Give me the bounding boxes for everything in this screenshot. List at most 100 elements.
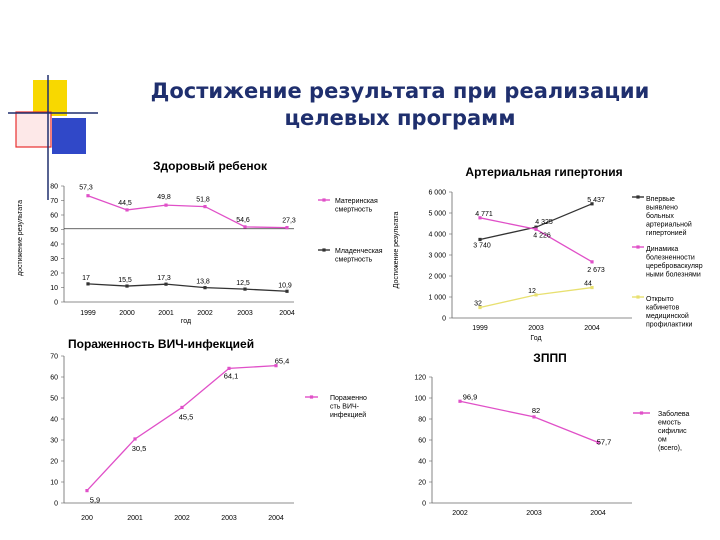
y-tick-label: 0: [54, 501, 58, 508]
y-tick-label: 4 000: [428, 232, 446, 239]
data-point: [590, 285, 594, 290]
data-label: 4 771: [475, 211, 493, 218]
data-point: [203, 286, 207, 290]
legend-entry: Открыто кабинетов медицинской профилактики: [632, 295, 693, 329]
data-point: [86, 194, 90, 198]
chart-title: Здоровый ребенок: [153, 159, 268, 173]
data-point: [532, 415, 536, 419]
x-axis-label: Год: [530, 335, 541, 342]
data-label: 13,8: [196, 279, 210, 286]
data-label: 64,1: [224, 371, 239, 380]
data-point: [125, 208, 129, 212]
x-tick-label: 2000: [119, 310, 135, 317]
data-label: 5,9: [90, 496, 100, 505]
y-tick-label: 60: [50, 213, 58, 220]
data-label: 3 740: [473, 242, 491, 249]
legend-entry: Пораженно сть ВИЧ-инфекцией: [305, 395, 367, 419]
data-label: 12: [528, 288, 536, 295]
legend-label: Пораженно сть ВИЧ-инфекцией: [330, 395, 367, 419]
y-tick-label: 10: [50, 480, 58, 487]
y-tick-label: 100: [414, 396, 426, 403]
data-label: 4 325: [535, 219, 553, 226]
decoration-squares: [8, 75, 98, 200]
x-tick-label: 2004: [584, 325, 600, 332]
y-tick-label: 20: [50, 459, 58, 466]
data-point: [164, 203, 168, 207]
legend-marker: [636, 245, 640, 249]
data-label: 15,5: [118, 277, 132, 284]
deco-blue-square: [52, 118, 86, 154]
data-label: 32: [474, 301, 482, 308]
y-tick-label: 70: [50, 354, 58, 361]
y-tick-label: 60: [418, 438, 426, 445]
y-tick-label: 50: [50, 396, 58, 403]
y-tick-label: 80: [50, 184, 58, 191]
x-tick-label: 2002: [174, 515, 190, 522]
x-tick-label: 2003: [528, 325, 544, 332]
data-point: [478, 305, 482, 310]
data-point: [243, 225, 247, 229]
x-tick-label: 2001: [127, 515, 143, 522]
data-point: [285, 289, 289, 293]
chart-healthy-child: Здоровый ребенок 0 10 20 30 40 50 60 70 80 1999 200…: [17, 159, 383, 325]
data-label: 5 437: [587, 197, 605, 204]
legend-entry: Младенческая смертность: [318, 248, 383, 264]
data-point: [590, 202, 594, 206]
data-label: 49,8: [157, 194, 171, 201]
data-point: [274, 364, 278, 368]
legend-marker: [639, 411, 644, 415]
y-tick-label: 60: [50, 375, 58, 382]
x-tick-label: 2004: [268, 515, 284, 522]
data-point: [458, 399, 462, 403]
x-tick-label: 2003: [237, 310, 253, 317]
x-tick-label: 2004: [279, 310, 295, 317]
data-label: 12,5: [236, 280, 250, 287]
x-tick-label: 2004: [590, 510, 606, 517]
legend-label: Впервые выявлено больных артериальной гиперт…: [646, 196, 692, 237]
data-point: [133, 437, 137, 441]
y-tick-label: 20: [418, 480, 426, 487]
legend-marker: [636, 195, 640, 199]
legend-entry: Впервые выявлено больных артериальной гиперт…: [632, 195, 692, 237]
y-tick-label: 3 000: [428, 253, 446, 260]
legend-entry: Материнская смертность: [318, 198, 378, 214]
legend-label: Материнская смертность: [335, 198, 378, 214]
x-tick-label: 2001: [158, 310, 174, 317]
series-line: [479, 286, 593, 309]
data-point: [243, 287, 247, 291]
data-point: [85, 489, 89, 493]
data-label: 51,8: [196, 197, 210, 204]
deco-red-outline: [15, 111, 52, 148]
y-tick-label: 20: [50, 271, 58, 278]
y-axis-label: достижение результата: [17, 200, 24, 276]
data-label: 10,9: [278, 282, 292, 289]
x-tick-label: 2002: [197, 310, 213, 317]
data-label: 54,6: [236, 217, 250, 224]
data-point: [590, 260, 594, 264]
x-tick-label: 2003: [221, 515, 237, 522]
legend-label: Заболева емость сифилис ом (всего),: [658, 410, 689, 452]
data-label: 4 226: [533, 232, 551, 239]
y-axis-label: Достижение результата: [393, 212, 400, 289]
y-tick-label: 10: [50, 285, 58, 292]
data-label: 17,3: [157, 275, 171, 282]
legend-label: Открыто кабинетов медицинской профилактики: [646, 296, 693, 329]
data-point: [164, 282, 168, 286]
legend-entry: Заболева емость сифилис ом (всего),: [633, 410, 689, 452]
deco-yellow-square: [33, 80, 67, 116]
chart-hiv: Пораженность ВИЧ-инфекцией 0 10 20 30 40 50 60 7…: [50, 337, 367, 522]
legend-marker: [322, 248, 326, 252]
y-tick-label: 80: [418, 417, 426, 424]
data-point: [534, 225, 538, 229]
chart-stis: ЗППП 0 20 40 60 80 100 120 2002 2003 2004 96,9 82 57,…: [414, 351, 689, 517]
y-tick-label: 50: [50, 227, 58, 234]
legend-label: Младенческая смертность: [335, 248, 383, 264]
y-tick-label: 120: [414, 375, 426, 382]
x-axis-label: год: [181, 318, 191, 325]
x-tick-label: 1999: [80, 310, 96, 317]
legend-marker: [636, 295, 640, 299]
x-tick-label: 1999: [472, 325, 488, 332]
x-tick-label: 200: [81, 515, 93, 522]
data-label: 57,3: [79, 185, 93, 192]
